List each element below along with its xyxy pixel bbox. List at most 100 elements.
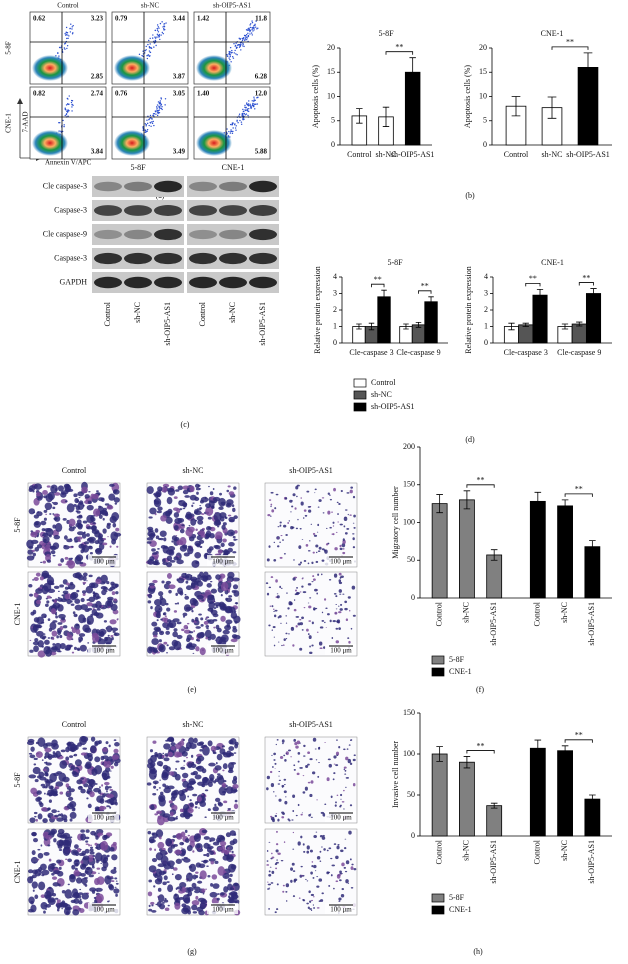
stained-cell xyxy=(67,632,70,636)
stained-cell xyxy=(185,585,193,591)
event-dot xyxy=(229,55,231,58)
stained-cell xyxy=(187,890,193,897)
stained-cell xyxy=(188,645,196,650)
stained-cell xyxy=(311,771,316,775)
stained-cell xyxy=(327,492,330,495)
stained-cell xyxy=(205,636,208,640)
stained-cell xyxy=(268,624,271,627)
stained-cell xyxy=(88,545,93,550)
event-dot xyxy=(161,21,163,23)
y-tick-label: 3 xyxy=(333,288,337,297)
stained-cell xyxy=(222,790,226,794)
stained-cell xyxy=(186,756,188,759)
event-dot xyxy=(243,45,245,48)
stained-cell xyxy=(208,858,216,862)
stained-cell xyxy=(32,556,35,558)
stained-cell xyxy=(26,740,35,746)
stained-cell xyxy=(283,783,286,785)
stained-cell xyxy=(227,514,232,517)
stained-cell xyxy=(311,861,314,863)
stained-cell xyxy=(278,615,282,618)
stained-cell xyxy=(276,593,279,595)
stained-cell xyxy=(322,512,325,514)
stained-cell xyxy=(228,491,235,496)
stained-cell xyxy=(299,767,303,769)
event-dot xyxy=(229,46,232,49)
stained-cell xyxy=(37,650,46,658)
stained-cell xyxy=(70,765,75,770)
x-tick-label: sh-NC xyxy=(376,150,397,159)
stained-cell xyxy=(228,516,235,522)
stained-cell xyxy=(305,543,309,547)
stained-cell xyxy=(61,594,64,597)
stained-cell xyxy=(172,631,178,638)
scale-label: 100 μm xyxy=(212,647,234,655)
stained-cell xyxy=(34,894,39,899)
stained-cell xyxy=(303,509,307,512)
stained-cell xyxy=(316,876,319,878)
stained-cell xyxy=(310,780,314,784)
stained-cell xyxy=(285,615,287,617)
stained-cell xyxy=(157,841,165,849)
stained-cell xyxy=(302,843,305,846)
stained-cell xyxy=(158,489,162,492)
stained-cell xyxy=(297,760,300,763)
stained-cell xyxy=(185,511,192,519)
stained-cell xyxy=(333,843,337,845)
stained-cell xyxy=(303,850,306,853)
stained-cell xyxy=(339,872,343,875)
event-dot xyxy=(153,42,156,44)
event-cloud xyxy=(32,55,68,81)
significance-bracket xyxy=(385,51,414,55)
stained-cell xyxy=(337,513,339,515)
event-dot xyxy=(162,26,164,28)
error-bar xyxy=(436,746,443,762)
stained-cell xyxy=(225,619,233,625)
stained-cell xyxy=(111,880,115,883)
stained-cell xyxy=(175,760,180,763)
stained-cell xyxy=(109,545,112,548)
stained-cell xyxy=(288,601,293,606)
stained-cell xyxy=(345,879,349,884)
stained-cell xyxy=(38,881,46,891)
event-dot xyxy=(254,26,257,28)
stained-cell xyxy=(36,492,41,497)
event-dot xyxy=(239,119,241,122)
stained-cell xyxy=(306,628,309,632)
blot-band xyxy=(154,180,182,193)
stained-cell xyxy=(209,850,215,856)
stained-cell xyxy=(312,551,315,554)
stained-cell xyxy=(176,752,184,758)
stained-cell xyxy=(210,883,214,887)
stained-cell xyxy=(301,616,304,620)
stained-cell xyxy=(314,488,317,491)
stained-cell xyxy=(285,637,288,640)
stained-cell xyxy=(213,520,222,527)
stained-cell xyxy=(332,525,335,527)
stained-cell xyxy=(329,526,332,529)
stained-cell xyxy=(233,486,237,490)
scale-bar-bg xyxy=(325,811,356,822)
stained-cell xyxy=(322,834,325,837)
event-dot xyxy=(245,106,247,109)
stained-cell xyxy=(352,546,356,549)
stained-cell xyxy=(160,515,167,522)
event-dot xyxy=(248,100,250,102)
event-dot xyxy=(71,26,73,28)
stained-cell xyxy=(307,781,311,784)
stained-cell xyxy=(270,503,273,506)
stained-cell xyxy=(183,764,185,766)
event-dot xyxy=(71,33,74,35)
protein-label: Cle caspase-9 xyxy=(43,229,87,238)
quadrant-value: 6.28 xyxy=(255,73,268,81)
stained-cell xyxy=(316,885,320,888)
stained-cell xyxy=(162,558,166,563)
stained-cell xyxy=(73,869,80,877)
stained-cell xyxy=(116,618,119,621)
event-dot xyxy=(147,43,149,46)
stained-cell xyxy=(36,630,44,637)
stained-cell xyxy=(94,740,101,745)
stained-cell xyxy=(110,770,112,772)
stained-cell xyxy=(81,892,89,900)
stained-cell xyxy=(114,886,117,888)
